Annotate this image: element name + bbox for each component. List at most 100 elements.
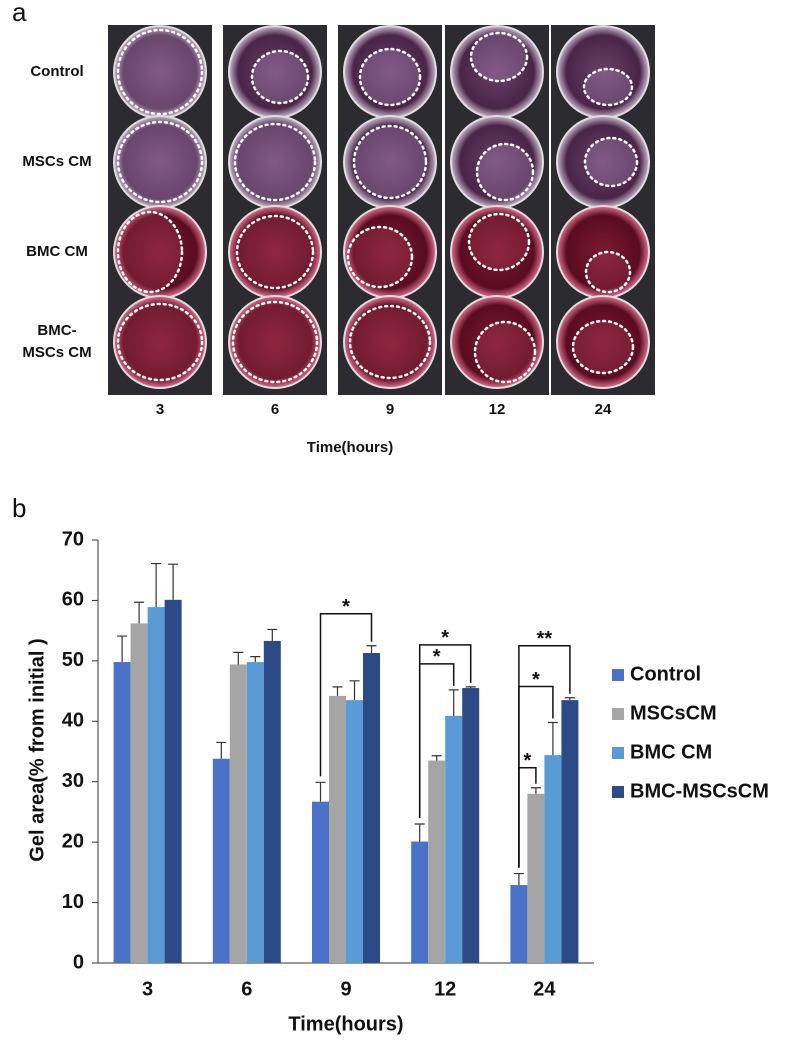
- significance-label: *: [524, 750, 532, 772]
- bar: [246, 662, 264, 963]
- bar: [445, 715, 463, 963]
- error-bar: [547, 721, 558, 756]
- gel-outline: [116, 28, 204, 116]
- gel-outline: [348, 304, 432, 380]
- column-label: 6: [271, 401, 279, 418]
- gel-outline: [583, 136, 639, 188]
- error-bar: [366, 645, 377, 654]
- well: [113, 295, 207, 389]
- x-axis-label: Time(hours): [288, 1013, 403, 1035]
- row-label: Control: [30, 63, 83, 80]
- error-bar: [431, 755, 442, 761]
- gel-outline: [352, 124, 428, 200]
- y-tick-label: 20: [62, 830, 84, 852]
- x-tick-label: 9: [340, 978, 351, 1000]
- y-tick-label: 60: [62, 589, 84, 611]
- legend-label: BMC-MSCsCM: [630, 780, 769, 802]
- error-bar: [513, 872, 524, 886]
- bar: [312, 801, 329, 963]
- gel-outline: [473, 320, 537, 384]
- y-tick-label: 40: [62, 710, 84, 732]
- row-label: MSCs CM: [22, 153, 91, 170]
- panel-a: Control MSCs CM BMC CM BMC- MSCs CM 3 6 9 12 24 Ti…: [22, 25, 655, 456]
- significance-bracket: [319, 613, 373, 777]
- row-label: BMC CM: [26, 243, 88, 260]
- gel-outline: [116, 210, 184, 294]
- row-label: BMC-: [37, 322, 76, 339]
- significance-bracket: [418, 644, 472, 819]
- error-bar: [233, 651, 244, 665]
- gel-outline: [233, 122, 317, 202]
- bar: [428, 760, 446, 963]
- y-tick-label: 30: [62, 770, 84, 792]
- gel-outline: [467, 212, 531, 272]
- error-bar: [168, 563, 179, 600]
- legend-label: BMC CM: [630, 741, 712, 763]
- error-bar: [250, 656, 261, 663]
- legend-swatch: [612, 708, 624, 720]
- gel-outline: [571, 319, 635, 375]
- y-tick-label: 10: [62, 891, 84, 913]
- y-axis-label: Gel area(% from initial ): [26, 638, 48, 861]
- error-bar: [315, 781, 326, 802]
- bar: [544, 755, 562, 963]
- legend-label: MSCsCM: [630, 702, 717, 724]
- gel-outline: [235, 214, 315, 290]
- significance-bracket: [518, 644, 571, 868]
- y-tick-label: 70: [62, 528, 84, 550]
- bar: [411, 841, 429, 963]
- column-label: 12: [489, 401, 506, 418]
- x-tick-label: 6: [241, 978, 252, 1000]
- row-label: MSCs CM: [22, 344, 91, 361]
- bar: [164, 599, 182, 963]
- bar: [229, 664, 247, 963]
- bar: [130, 623, 148, 963]
- bar: [561, 700, 579, 963]
- gel-outline: [116, 302, 204, 382]
- panel-label: b: [12, 493, 26, 523]
- y-tick-label: 50: [62, 649, 84, 671]
- significance-label: *: [441, 627, 449, 649]
- significance-label: **: [537, 628, 553, 650]
- legend-swatch: [612, 786, 624, 798]
- error-bar: [267, 628, 278, 641]
- significance-label: *: [532, 669, 540, 691]
- bar: [263, 640, 281, 963]
- x-tick-label: 24: [533, 978, 556, 1000]
- bar: [462, 688, 480, 963]
- significance-label: *: [433, 646, 441, 668]
- gel-outline: [582, 67, 634, 107]
- well: [228, 295, 322, 389]
- bar: [329, 695, 346, 963]
- column-label: 3: [156, 401, 164, 418]
- bar: [510, 885, 528, 963]
- legend-label: Control: [630, 663, 701, 685]
- error-bar: [117, 635, 128, 663]
- error-bar: [349, 680, 360, 701]
- gel-outline: [358, 47, 422, 107]
- bar: [147, 607, 165, 963]
- error-bar: [134, 601, 145, 624]
- error-bar: [530, 787, 541, 794]
- well: [343, 295, 437, 389]
- bar: [212, 758, 230, 963]
- x-tick-label: 12: [434, 978, 456, 1000]
- bar: [113, 662, 131, 963]
- gel-outline: [475, 142, 535, 202]
- error-bar: [465, 686, 476, 689]
- x-tick-label: 3: [142, 978, 153, 1000]
- error-bar: [414, 823, 425, 842]
- gel-outline: [116, 120, 204, 204]
- gel-outline: [584, 250, 632, 294]
- error-bar: [448, 689, 459, 716]
- panel-b: 0 10 20 30 40 50 60 70 3 6 9 12 24 Time(hours) Gel are…: [26, 528, 769, 1035]
- gel-outline: [346, 225, 414, 289]
- column-label: 24: [595, 401, 612, 418]
- bar: [527, 793, 545, 963]
- bar: [363, 653, 380, 963]
- well: [450, 295, 544, 389]
- legend-swatch: [612, 669, 624, 681]
- bar: [346, 700, 363, 963]
